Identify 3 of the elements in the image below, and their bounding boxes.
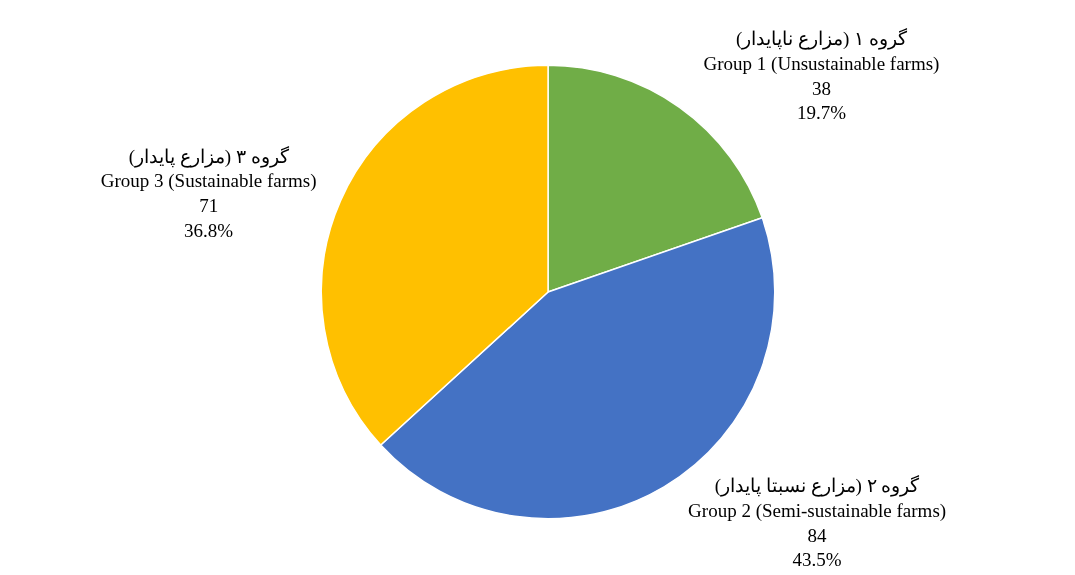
data-label: 38 19.7% bbox=[796, 77, 847, 124]
data-label: 71 36.8% bbox=[184, 195, 234, 241]
data-label: 84 43.5% bbox=[792, 524, 842, 571]
